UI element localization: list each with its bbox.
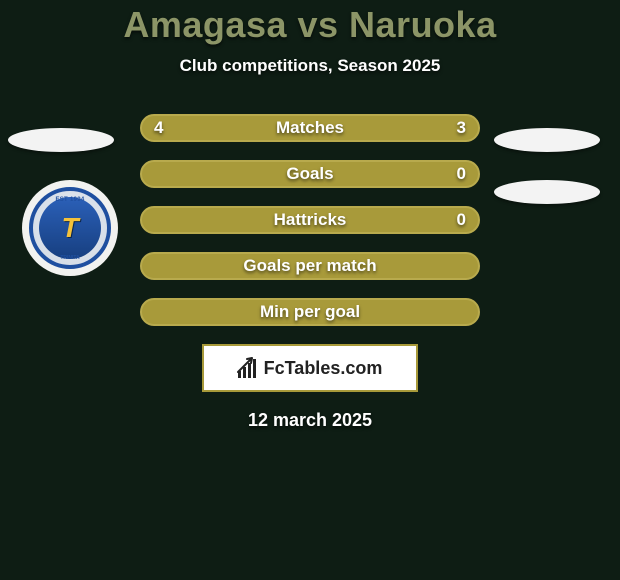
stat-row: Min per goal [0,298,620,326]
club-badge-est: EST 1994 [55,197,84,203]
stat-pill: Hattricks 0 [140,206,480,234]
club-badge-bottom-text: TRINITA [60,255,79,261]
stat-label: Hattricks [274,210,347,230]
date-line: 12 march 2025 [0,410,620,431]
stat-left-value: 4 [154,118,174,138]
player-photo-placeholder-right-2 [494,180,600,204]
club-badge-ring: EST 1994 T TRINITA [29,187,111,269]
page-title: Amagasa vs Naruoka [0,4,620,46]
comparison-card: Amagasa vs Naruoka Club competitions, Se… [0,0,620,580]
stat-pill: Goals per match [140,252,480,280]
bar-chart-icon [238,358,258,378]
stat-label: Goals [286,164,333,184]
subtitle: Club competitions, Season 2025 [0,56,620,76]
player-photo-placeholder-right-1 [494,128,600,152]
stat-label: Matches [276,118,344,138]
brand-text: FcTables.com [264,358,383,379]
stat-pill: Min per goal [140,298,480,326]
stat-label: Goals per match [243,256,376,276]
club-badge-inner: T [39,197,101,259]
stat-right-value: 0 [446,164,466,184]
club-badge: EST 1994 T TRINITA [22,180,118,276]
stat-label: Min per goal [260,302,360,322]
stat-right-value: 0 [446,210,466,230]
arrow-up-icon [236,354,258,376]
player-photo-placeholder-left [8,128,114,152]
stat-right-value: 3 [446,118,466,138]
stat-pill: 4 Matches 3 [140,114,480,142]
brand-box: FcTables.com [202,344,418,392]
stat-pill: Goals 0 [140,160,480,188]
